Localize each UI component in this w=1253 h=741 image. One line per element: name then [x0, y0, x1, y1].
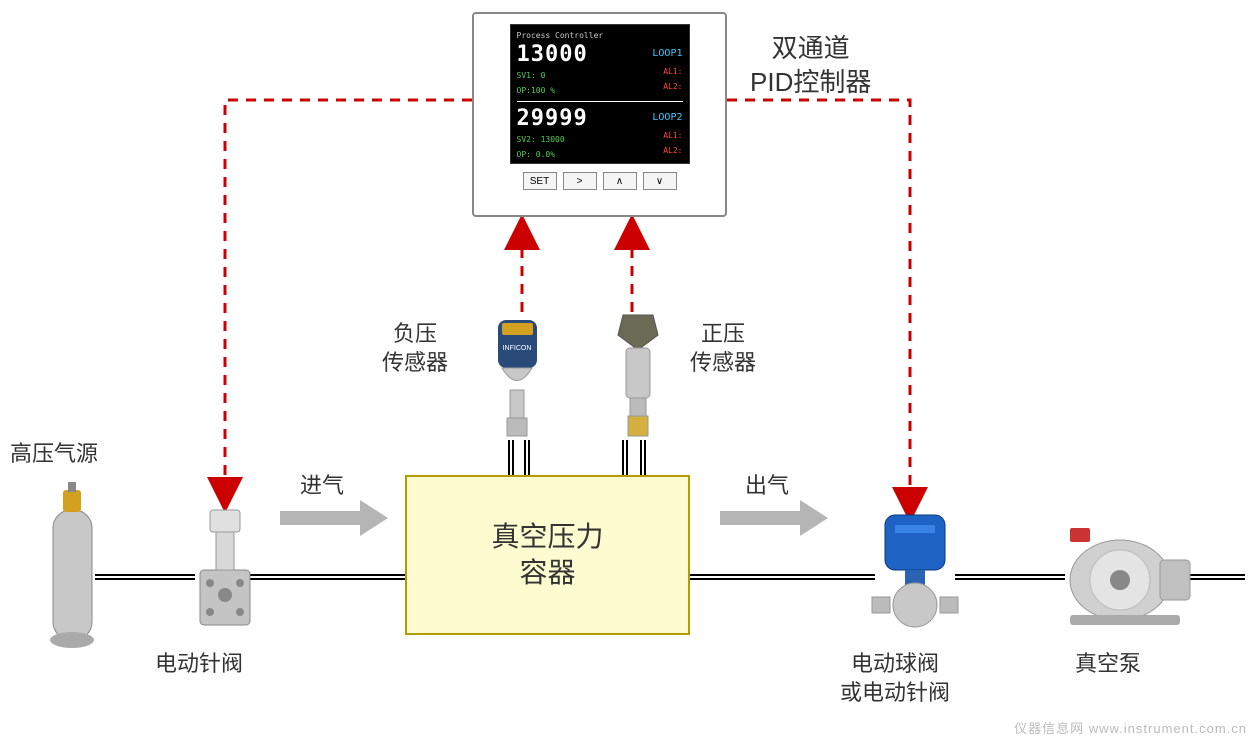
vacuum-vessel: 真空压力容器	[405, 475, 690, 635]
pipe-seg	[690, 574, 875, 580]
sensor-pipe	[524, 440, 530, 475]
loop1-sv: SV1: 0	[517, 71, 546, 80]
controller-btn-set[interactable]: SET	[523, 172, 557, 190]
loop1-al2: AL2:	[663, 82, 682, 91]
loop2-al1: AL1:	[663, 131, 682, 140]
svg-text:INFICON: INFICON	[503, 345, 532, 352]
controller-btn-up[interactable]: ∧	[603, 172, 637, 190]
loop2-al2: AL2:	[663, 146, 682, 155]
loop2-pv: 29999	[517, 106, 588, 131]
loop2-sv: SV2: 13000	[517, 135, 565, 144]
needle-valve-icon	[190, 500, 260, 640]
sensor-pipe	[622, 440, 628, 475]
controller-btn-down[interactable]: ∨	[643, 172, 677, 190]
flow-arrow-outlet	[720, 500, 828, 536]
pid-controller: Process Controller 13000 LOOP1 SV1: 0 AL1…	[472, 12, 727, 217]
pos-sensor-icon	[608, 310, 668, 440]
loop1-op: OP:100 %	[517, 86, 556, 95]
pump-label: 真空泵	[1075, 650, 1141, 679]
vessel-label: 真空压力容器	[491, 519, 603, 592]
pipe-seg	[95, 574, 195, 580]
sensor-pipe	[640, 440, 646, 475]
watermark: 仪器信息网 www.instrument.com.cn	[1014, 718, 1247, 737]
controller-caption: 双通道PID控制器	[750, 32, 871, 100]
outlet-label: 出气	[745, 472, 789, 501]
ball-valve-icon	[870, 510, 960, 640]
loop1-al1: AL1:	[663, 67, 682, 76]
gas-cylinder-icon	[45, 480, 100, 650]
loop1-pv: 13000	[517, 42, 588, 67]
loop2-op: OP: 0.0%	[517, 150, 556, 159]
pipe-seg	[1190, 574, 1245, 580]
neg-sensor-icon: INFICON	[490, 315, 545, 440]
loop1-label: LOOP1	[652, 48, 682, 59]
loop2-label: LOOP2	[652, 112, 682, 123]
neg-sensor-label: 负压传感器	[382, 320, 448, 377]
gas-source-label: 高压气源	[10, 440, 98, 469]
inlet-label: 进气	[300, 472, 344, 501]
pipe-seg	[955, 574, 1065, 580]
vacuum-pump-icon	[1060, 520, 1195, 630]
needle-valve-label: 电动针阀	[155, 650, 243, 679]
pos-sensor-label: 正压传感器	[690, 320, 756, 377]
ball-valve-label: 电动球阀或电动针阀	[840, 650, 950, 707]
flow-arrow-inlet	[280, 500, 388, 536]
pipe-seg	[250, 574, 405, 580]
controller-title: Process Controller	[517, 31, 683, 40]
sensor-pipe	[508, 440, 514, 475]
controller-btn-next[interactable]: >	[563, 172, 597, 190]
